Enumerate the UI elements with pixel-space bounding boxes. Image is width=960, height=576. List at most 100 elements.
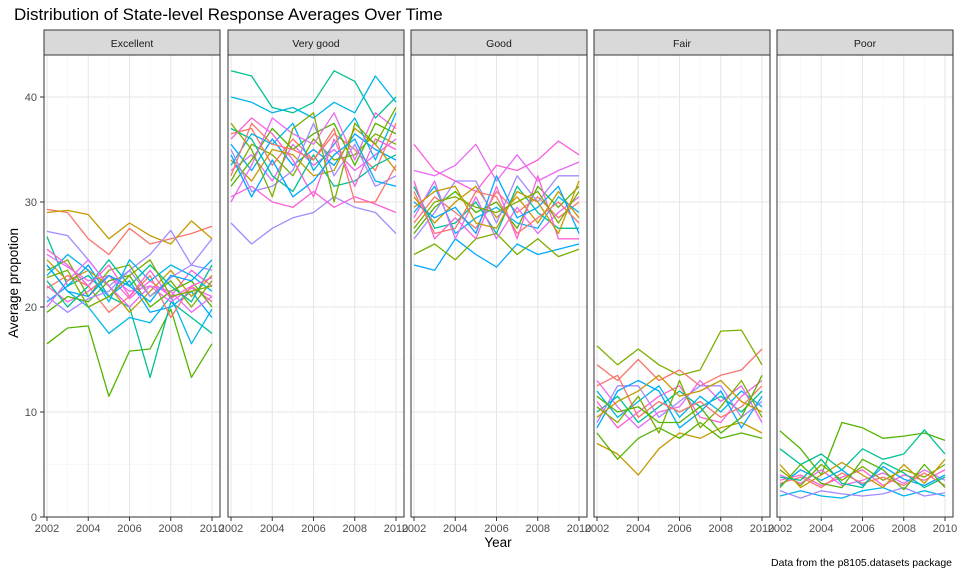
facet-panel-poor: Poor 2002 2004 2006 2008 2010 [768, 29, 957, 535]
x-tick-label: 2006 [667, 523, 691, 535]
facet-strip-label: Excellent [111, 38, 154, 50]
facet-panel-excellent: Excellent 2002 2004 2006 2008 2010 [35, 29, 224, 535]
series-line [779, 458, 946, 489]
series-lines [413, 140, 580, 271]
series-line [46, 248, 213, 300]
series-line [779, 458, 946, 491]
series-line [413, 175, 580, 235]
series-line [46, 259, 213, 313]
facet-strip [410, 29, 588, 56]
x-tick-label: 2008 [709, 523, 733, 535]
x-tick-label: 2002 [219, 523, 243, 535]
panel-border [43, 54, 221, 518]
panel-background [777, 55, 953, 517]
y-tick-label: 20 [25, 302, 37, 314]
series-lines [46, 208, 213, 397]
series-line [596, 375, 763, 434]
series-lines [779, 421, 946, 499]
series-line [230, 138, 397, 198]
facet-panel-good: Good 2002 2004 2006 2008 2010 [402, 29, 591, 535]
chart-title: Distribution of State-level Response Ave… [14, 5, 443, 24]
panel-border [410, 54, 588, 518]
panel-background [411, 55, 587, 517]
panel-border [227, 54, 405, 518]
x-tick-label: 2004 [809, 523, 833, 535]
x-tick-label: 2004 [260, 523, 284, 535]
facet-panel-fair: Fair 2002 2004 2006 2008 2010 [585, 29, 774, 535]
facet-strip-label: Fair [673, 38, 692, 50]
facet-strip [43, 29, 221, 56]
x-tick-label: 2002 [768, 523, 792, 535]
series-line [413, 180, 580, 235]
y-tick-label: 40 [25, 92, 37, 104]
x-axis-title: Year [484, 535, 512, 550]
series-line [596, 329, 763, 376]
series-line [596, 385, 763, 418]
series-line [46, 259, 213, 303]
series-line [413, 185, 580, 224]
series-line [413, 190, 580, 235]
series-line [779, 421, 946, 476]
chart-caption: Data from the p8105.datasets package [771, 557, 952, 569]
y-tick-label: 0 [31, 512, 37, 524]
series-line [596, 421, 763, 476]
x-tick-label: 2008 [343, 523, 367, 535]
series-line [230, 70, 397, 119]
panel-border [593, 54, 771, 518]
series-line [46, 209, 213, 245]
x-tick-label: 2002 [35, 523, 59, 535]
x-tick-label: 2004 [76, 523, 100, 535]
x-tick-label: 2004 [626, 523, 650, 535]
series-line [413, 190, 580, 229]
series-line [596, 348, 763, 387]
panel-background [44, 55, 220, 517]
facet-strip-label: Good [486, 38, 512, 50]
x-tick-label: 2010 [384, 523, 408, 535]
series-line [230, 127, 397, 182]
series-line [230, 122, 397, 193]
series-line [596, 379, 763, 429]
facet-panel-very-good: Very good 2002 2004 2006 2008 2010 [219, 29, 408, 535]
x-tick-label: 2002 [585, 523, 609, 535]
series-line [230, 138, 397, 182]
series-line [413, 140, 580, 193]
series-line [779, 429, 946, 471]
panel-border [776, 54, 954, 518]
x-tick-label: 2006 [301, 523, 325, 535]
gridlines [411, 55, 587, 518]
facet-strip [776, 29, 954, 56]
series-line [230, 112, 397, 203]
x-tick-label: 2010 [200, 523, 224, 535]
series-line [46, 259, 213, 313]
series-line [230, 133, 397, 182]
y-tick-label: 30 [25, 197, 37, 209]
x-tick-label: 2010 [567, 523, 591, 535]
series-line [46, 208, 213, 256]
y-axis-title: Average propotion [6, 228, 21, 338]
series-lines [596, 329, 763, 476]
facet-strip-label: Very good [292, 38, 339, 50]
series-line [46, 253, 213, 303]
facet-strip-label: Poor [854, 38, 877, 50]
series-line [46, 264, 213, 345]
series-line [230, 107, 397, 203]
x-tick-label: 2006 [850, 523, 874, 535]
series-line [230, 127, 397, 193]
series-line [46, 308, 213, 397]
x-tick-label: 2004 [443, 523, 467, 535]
series-line [230, 75, 397, 119]
x-tick-label: 2010 [750, 523, 774, 535]
panel-background [594, 55, 770, 517]
gridlines [594, 55, 770, 518]
series-line [779, 458, 946, 489]
series-line [46, 259, 213, 308]
series-line [230, 122, 397, 203]
series-line [230, 112, 397, 172]
facet-strip [593, 29, 771, 56]
series-line [230, 196, 397, 245]
x-tick-label: 2008 [159, 523, 183, 535]
y-tick-label: 10 [25, 407, 37, 419]
series-line [230, 133, 397, 172]
series-line [230, 117, 397, 198]
